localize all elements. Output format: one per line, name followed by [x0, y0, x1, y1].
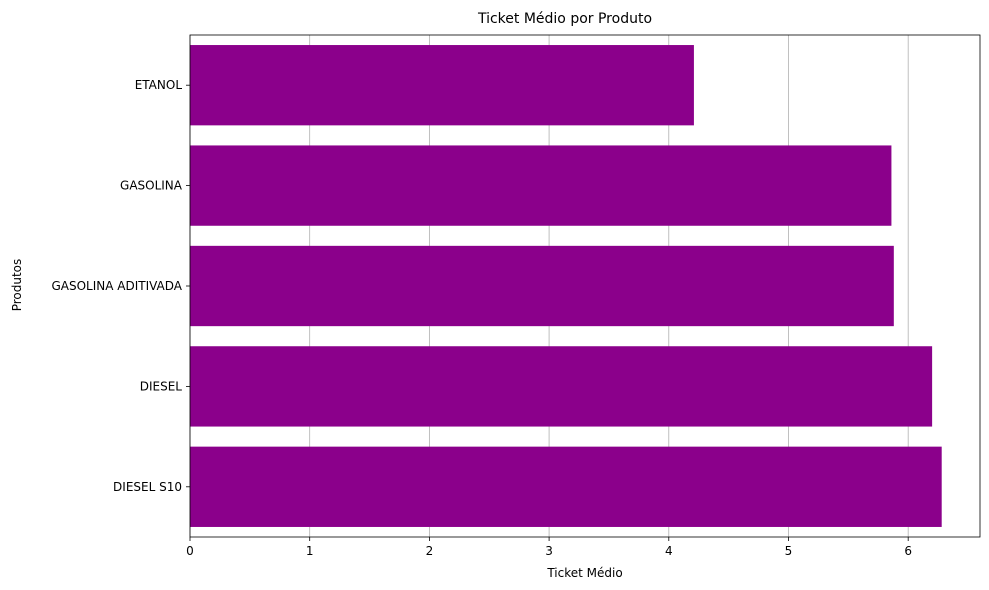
y-tick-label: DIESEL [140, 379, 183, 393]
y-ticks: DIESEL S10 DIESEL GASOLINA ADITIVADA GASOLI… [51, 78, 190, 494]
x-tick-label: 4 [665, 544, 673, 558]
y-tick-label: GASOLINA ADITIVADA [51, 279, 182, 293]
y-tick-label: DIESEL S10 [113, 480, 182, 494]
bar [190, 346, 933, 427]
x-axis-label: Ticket Médio [546, 566, 622, 580]
x-tick-label: 1 [306, 544, 314, 558]
bars [190, 45, 942, 527]
x-tick-label: 5 [785, 544, 793, 558]
bar [190, 446, 942, 527]
bar [190, 245, 894, 327]
y-tick-label: ETANOL [135, 78, 183, 92]
bar [190, 45, 694, 126]
bar [190, 145, 892, 226]
x-tick-label: 2 [426, 544, 434, 558]
y-axis-label: Produtos [10, 259, 24, 312]
x-tick-label: 3 [545, 544, 553, 558]
y-tick-label: GASOLINA [120, 179, 183, 193]
x-ticks: 0 1 2 3 4 5 6 [186, 537, 912, 558]
x-tick-label: 6 [904, 544, 912, 558]
chart-title: Ticket Médio por Produto [477, 11, 652, 27]
x-tick-label: 0 [186, 544, 194, 558]
